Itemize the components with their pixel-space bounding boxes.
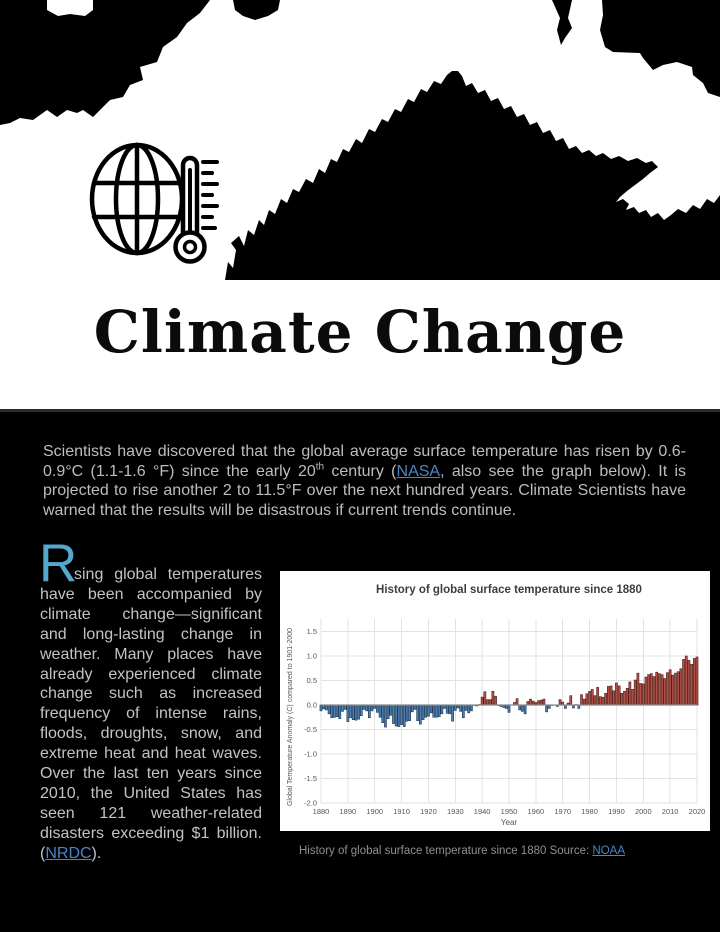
svg-text:-2.0: -2.0 — [304, 799, 317, 808]
svg-text:1880: 1880 — [313, 807, 330, 816]
svg-text:1940: 1940 — [474, 807, 491, 816]
svg-text:2010: 2010 — [662, 807, 679, 816]
temperature-bar-chart: History of global surface temperature si… — [287, 584, 706, 827]
svg-text:2000: 2000 — [635, 807, 652, 816]
chart-card: History of global surface temperature si… — [280, 571, 710, 831]
noaa-link[interactable]: NOAA — [592, 845, 625, 857]
svg-text:0.5: 0.5 — [307, 676, 317, 685]
dropcap-spacer — [40, 565, 74, 583]
landmass-top-left — [0, 0, 210, 125]
svg-text:2020: 2020 — [689, 807, 706, 816]
nrdc-link[interactable]: NRDC — [45, 844, 92, 862]
intro-superscript: th — [315, 461, 325, 473]
svg-text:1990: 1990 — [608, 807, 625, 816]
svg-text:0.0: 0.0 — [307, 701, 317, 710]
article-text: sing global temperatures have been accom… — [40, 566, 262, 862]
article-column: sing global temperatures have been accom… — [40, 565, 262, 864]
svg-text:1.5: 1.5 — [307, 627, 317, 636]
island-top-center — [233, 0, 280, 20]
svg-text:History of global surface temp: History of global surface temperature si… — [376, 584, 642, 596]
svg-text:Global Temperature Anomaly (C): Global Temperature Anomaly (C) compared … — [287, 628, 294, 806]
svg-text:1980: 1980 — [581, 807, 598, 816]
svg-text:1900: 1900 — [366, 807, 383, 816]
intro-paragraph: Scientists have discovered that the glob… — [43, 442, 686, 520]
svg-text:1910: 1910 — [393, 807, 410, 816]
map-silhouette-art — [0, 0, 720, 280]
globe-thermometer-icon — [89, 142, 219, 264]
svg-text:1890: 1890 — [340, 807, 357, 816]
caption-text: History of global surface temperature si… — [299, 845, 593, 857]
chart-caption: History of global surface temperature si… — [299, 845, 699, 857]
article-dropcap: R — [39, 534, 78, 593]
islet-spike — [552, 0, 572, 45]
svg-text:1970: 1970 — [554, 807, 571, 816]
article-text-end: ). — [91, 844, 102, 862]
page-title: Climate Change — [93, 298, 627, 366]
svg-text:1930: 1930 — [447, 807, 464, 816]
landmass-mountain — [225, 71, 720, 280]
svg-text:-1.5: -1.5 — [304, 774, 317, 783]
intro-text-3: , also see the graph below). It is proje… — [43, 462, 687, 519]
svg-text:-1.0: -1.0 — [304, 750, 317, 759]
nasa-link[interactable]: NASA — [396, 462, 441, 480]
svg-text:1960: 1960 — [528, 807, 545, 816]
svg-text:1920: 1920 — [420, 807, 437, 816]
intro-text-1: Scientists have discovered that the glob… — [43, 443, 686, 480]
intro-text-2: century ( — [324, 462, 397, 480]
svg-text:1950: 1950 — [501, 807, 518, 816]
landmass-top-right — [600, 0, 720, 97]
svg-text:-0.5: -0.5 — [304, 725, 317, 734]
svg-text:Year: Year — [501, 818, 518, 827]
svg-text:1.0: 1.0 — [307, 652, 317, 661]
